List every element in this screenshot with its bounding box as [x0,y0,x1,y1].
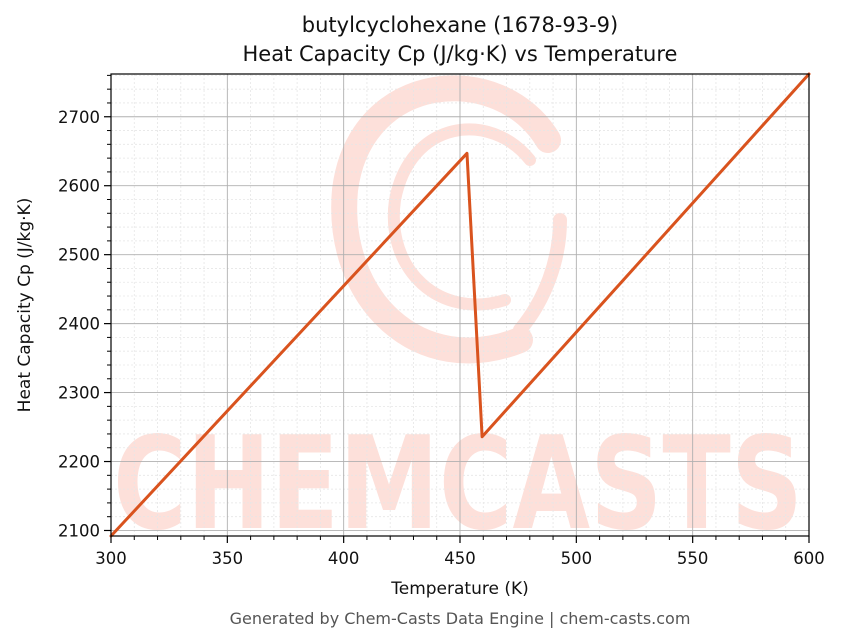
x-tick-label: 600 [793,549,825,568]
y-tick-label: 2200 [58,453,100,472]
chart-subtitle: Heat Capacity Cp (J/kg·K) vs Temperature [243,42,678,66]
x-tick-label: 300 [95,549,127,568]
chart-title: butylcyclohexane (1678-93-9) [302,13,618,37]
x-axis-label: Temperature (K) [390,579,529,599]
x-tick-label: 350 [212,549,244,568]
watermark: CHEMCASTS [113,75,803,559]
series-group [109,72,811,538]
x-tick-label: 400 [328,549,360,568]
y-tick-label: 2100 [58,521,100,540]
x-tick-label: 500 [561,549,593,568]
ticks: 300 350 400 450 500 550 600 2100 2200 2300 2400 250… [58,74,825,568]
series-line [109,72,811,538]
y-tick-label: 2700 [58,108,100,127]
footer-credit: Generated by Chem-Casts Data Engine | ch… [230,609,691,628]
y-tick-label: 2400 [58,315,100,334]
x-tick-label: 550 [677,549,709,568]
y-tick-label: 2300 [58,384,100,403]
y-axis-label: Heat Capacity Cp (J/kg·K) [15,198,35,413]
y-tick-label: 2500 [58,246,100,265]
watermark-logo-swirl [331,75,567,364]
x-tick-label: 450 [444,549,476,568]
y-tick-label: 2600 [58,177,100,196]
watermark-text: CHEMCASTS [113,410,803,559]
